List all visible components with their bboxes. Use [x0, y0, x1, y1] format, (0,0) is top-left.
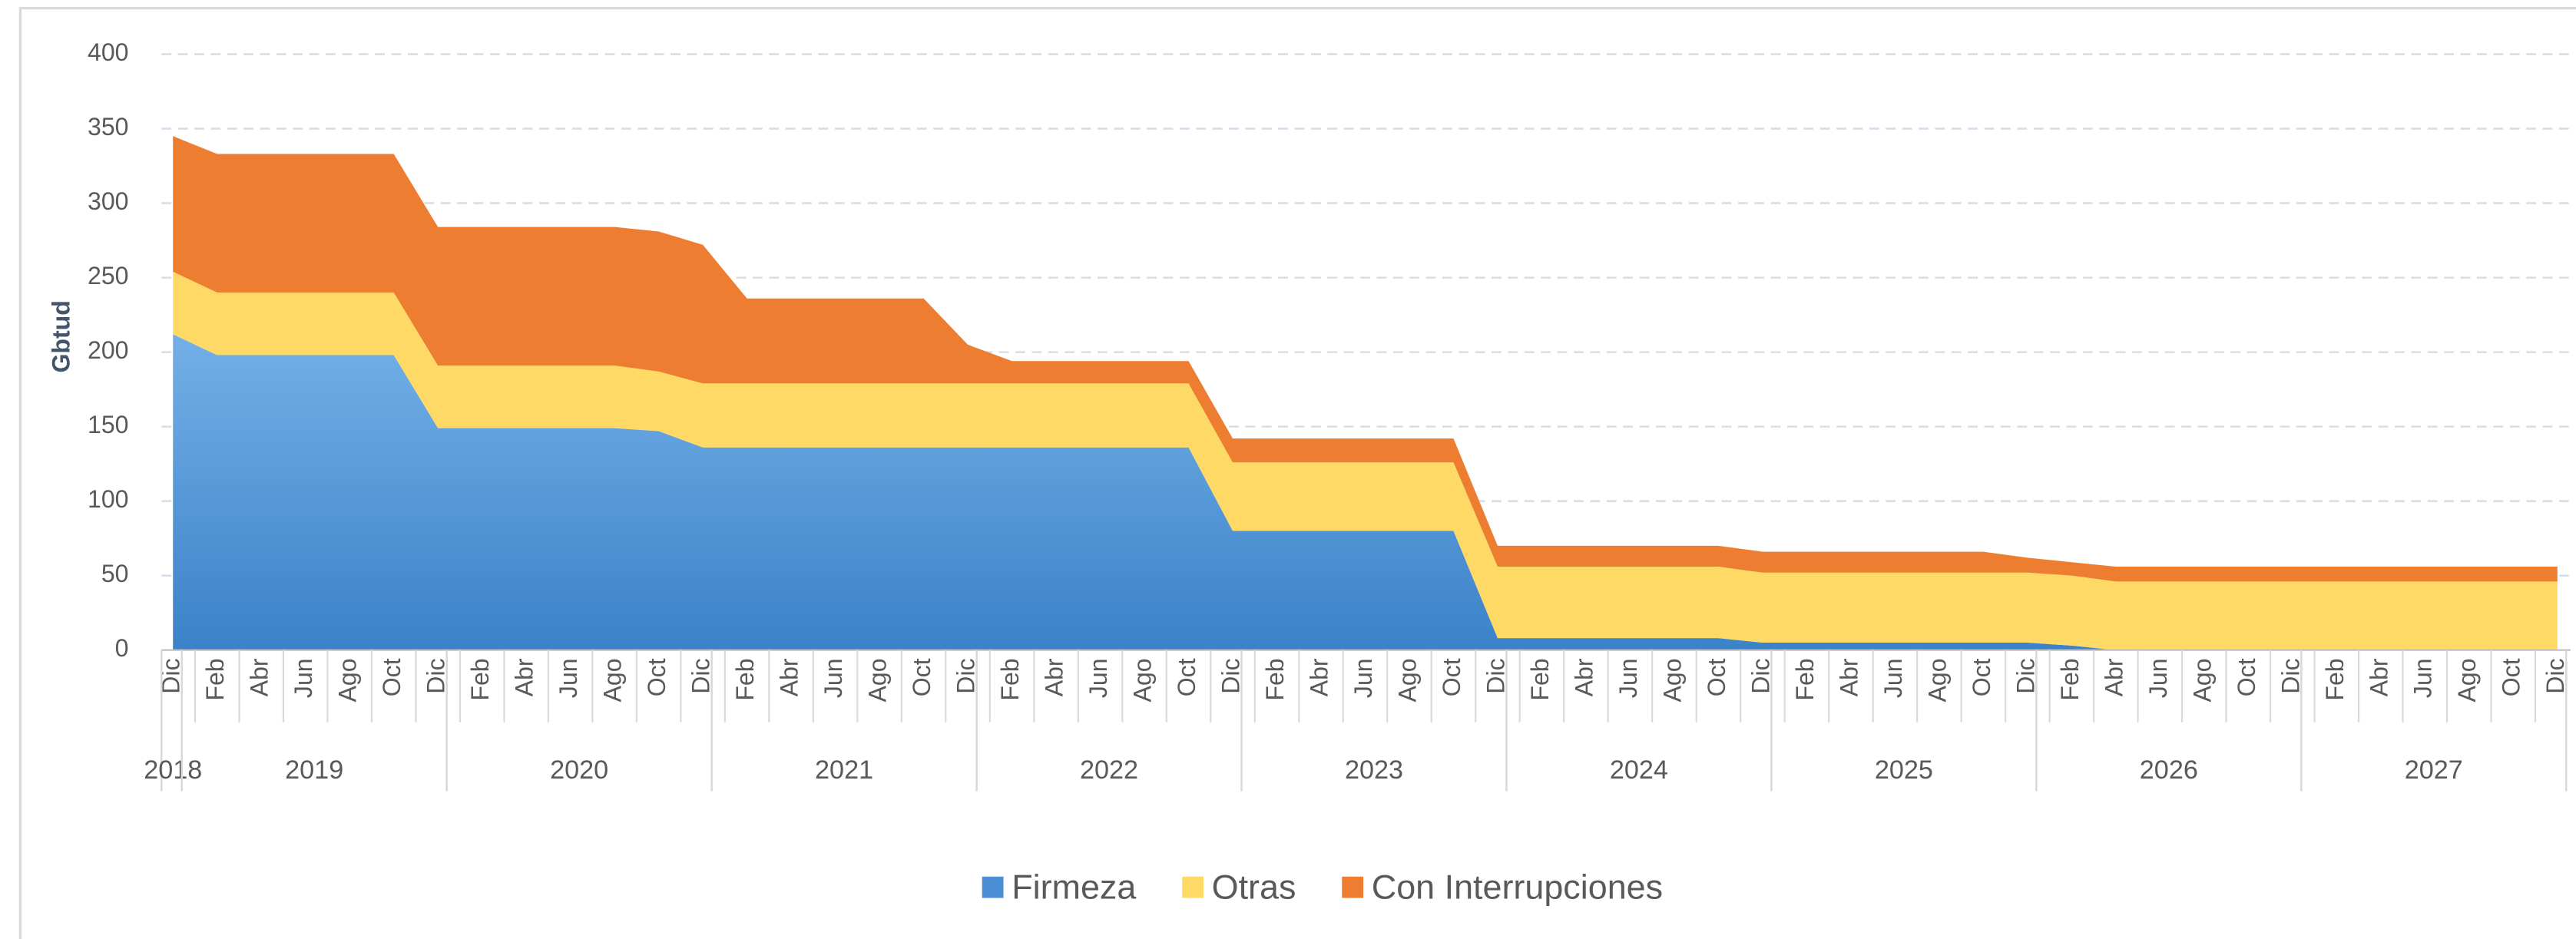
y-tick-label: 100 [88, 485, 129, 513]
year-label: 2021 [815, 755, 873, 785]
x-tick-label: Abr [1041, 658, 1068, 696]
legend: Firmeza Otras Con Interrupciones [982, 868, 1663, 907]
x-tick-label: Abr [1570, 658, 1598, 696]
y-tick-label: 150 [88, 411, 129, 438]
x-tick-label: Ago [2453, 658, 2481, 702]
x-tick-label: Feb [1261, 658, 1289, 700]
legend-swatch [982, 876, 1004, 898]
x-tick-label: Jun [2144, 658, 2172, 698]
x-tick-label: Feb [466, 658, 494, 700]
y-tick-label: 300 [88, 187, 129, 215]
x-tick-label: Abr [776, 658, 803, 696]
x-tick-label: Jun [2409, 658, 2437, 698]
x-tick-label: Feb [996, 658, 1024, 700]
year-label: 2022 [1080, 755, 1138, 785]
x-tick-label: Jun [1349, 658, 1377, 698]
y-tick-label: 400 [88, 38, 129, 66]
x-tick-label: Ago [334, 658, 362, 702]
y-axis-label: Gbtud [47, 300, 74, 372]
x-tick-label: Dic [2541, 658, 2569, 693]
x-tick-label: Abr [1305, 658, 1333, 696]
x-tick-label: Jun [1614, 658, 1642, 698]
x-tick-label: Feb [1526, 658, 1554, 700]
x-tick-label: Feb [2056, 658, 2084, 700]
x-tick-label: Dic [2011, 658, 2039, 693]
year-label: 2020 [550, 755, 608, 785]
x-tick-label: Feb [1791, 658, 1819, 700]
x-tick-label: Jun [290, 658, 317, 698]
x-tick-label: Dic [1482, 658, 1509, 693]
area-series [173, 334, 2558, 650]
x-tick-label: Ago [1129, 658, 1157, 702]
area-series [173, 136, 2558, 582]
x-tick-label: Oct [1703, 658, 1730, 696]
x-tick-label: Dic [2276, 658, 2304, 693]
x-tick-label: Oct [908, 658, 935, 696]
year-label: 2027 [2405, 755, 2463, 785]
x-tick-label: Oct [1173, 658, 1200, 696]
y-tick-label: 350 [88, 113, 129, 141]
x-tick-label: Abr [1835, 658, 1862, 696]
x-tick-label: Dic [422, 658, 450, 693]
x-tick-label: Feb [2321, 658, 2349, 700]
legend-label: Con Interrupciones [1372, 868, 1663, 907]
x-tick-label: Ago [599, 658, 627, 702]
x-tick-label: Feb [731, 658, 759, 700]
x-tick-label: Ago [2188, 658, 2216, 702]
x-tick-label: Dic [952, 658, 980, 693]
x-tick-label: Dic [1747, 658, 1774, 693]
x-tick-label: Jun [1879, 658, 1907, 698]
year-label: 2023 [1345, 755, 1403, 785]
x-tick-label: Oct [2498, 658, 2525, 696]
x-tick-label: Oct [643, 658, 670, 696]
year-label: 2018 [144, 755, 202, 785]
x-tick-label: Oct [2233, 658, 2260, 696]
year-label: 2026 [2140, 755, 2198, 785]
area-series [173, 271, 2558, 650]
y-tick-label: 200 [88, 336, 129, 364]
x-tick-label: Abr [2365, 658, 2392, 696]
x-tick-label: Jun [555, 658, 582, 698]
y-tick-label: 50 [101, 560, 129, 587]
x-tick-label: Feb [201, 658, 229, 700]
x-tick-label: Jun [1084, 658, 1112, 698]
x-tick-label: Abr [2100, 658, 2127, 696]
year-label: 2025 [1875, 755, 1933, 785]
x-tick-label: Ago [1658, 658, 1686, 702]
x-tick-label: Jun [819, 658, 847, 698]
x-tick-label: Ago [864, 658, 892, 702]
legend-label: Firmeza [1012, 868, 1136, 907]
x-tick-label: Ago [1923, 658, 1951, 702]
x-tick-label: Ago [1393, 658, 1421, 702]
x-tick-label: Oct [1968, 658, 1995, 696]
x-tick-label: Dic [1217, 658, 1244, 693]
legend-label: Otras [1212, 868, 1296, 907]
x-tick-label: Oct [378, 658, 406, 696]
y-tick-label: 250 [88, 262, 129, 289]
legend-swatch [1342, 876, 1364, 898]
x-tick-label: Abr [246, 658, 273, 696]
x-tick-label: Abr [511, 658, 538, 696]
year-label: 2024 [1610, 755, 1668, 785]
chart-frame [18, 7, 2576, 939]
legend-swatch [1182, 876, 1204, 898]
x-tick-label: Oct [1438, 658, 1465, 696]
x-tick-label: Dic [687, 658, 715, 693]
year-label: 2019 [285, 755, 343, 785]
y-tick-label: 0 [115, 634, 129, 662]
